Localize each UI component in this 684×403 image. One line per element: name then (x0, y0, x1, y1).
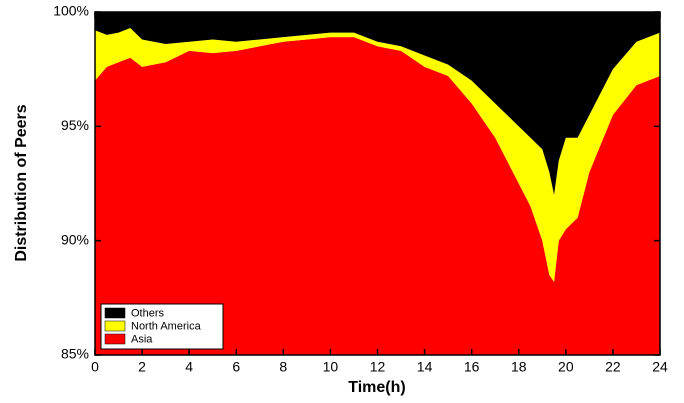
y-axis-label: Distribution of Peers (13, 104, 30, 261)
x-tick-label: 10 (323, 359, 339, 375)
x-tick-label: 6 (232, 359, 240, 375)
x-tick-label: 16 (464, 359, 480, 375)
legend-label: Asia (131, 333, 153, 345)
y-tick-label: 100% (53, 3, 89, 19)
x-tick-label: 18 (511, 359, 527, 375)
y-tick-label: 85% (61, 346, 89, 362)
x-tick-label: 22 (605, 359, 621, 375)
x-tick-label: 0 (91, 359, 99, 375)
x-tick-label: 20 (558, 359, 574, 375)
x-tick-label: 2 (138, 359, 146, 375)
x-tick-label: 14 (417, 359, 433, 375)
legend-swatch (104, 320, 126, 332)
x-tick-label: 24 (652, 359, 668, 375)
legend-swatch (104, 307, 126, 319)
x-tick-label: 4 (185, 359, 193, 375)
area (95, 37, 660, 355)
area (95, 12, 660, 195)
y-tick-label: 95% (61, 117, 89, 133)
x-tick-label: 12 (370, 359, 386, 375)
legend-swatch (104, 333, 126, 345)
area (95, 28, 660, 282)
legend-label: Others (131, 307, 165, 319)
x-tick-label: 8 (279, 359, 287, 375)
x-axis-label: Time(h) (348, 379, 405, 396)
y-tick-label: 90% (61, 231, 89, 247)
plot-area (95, 12, 660, 355)
legend-label: North America (131, 320, 202, 332)
